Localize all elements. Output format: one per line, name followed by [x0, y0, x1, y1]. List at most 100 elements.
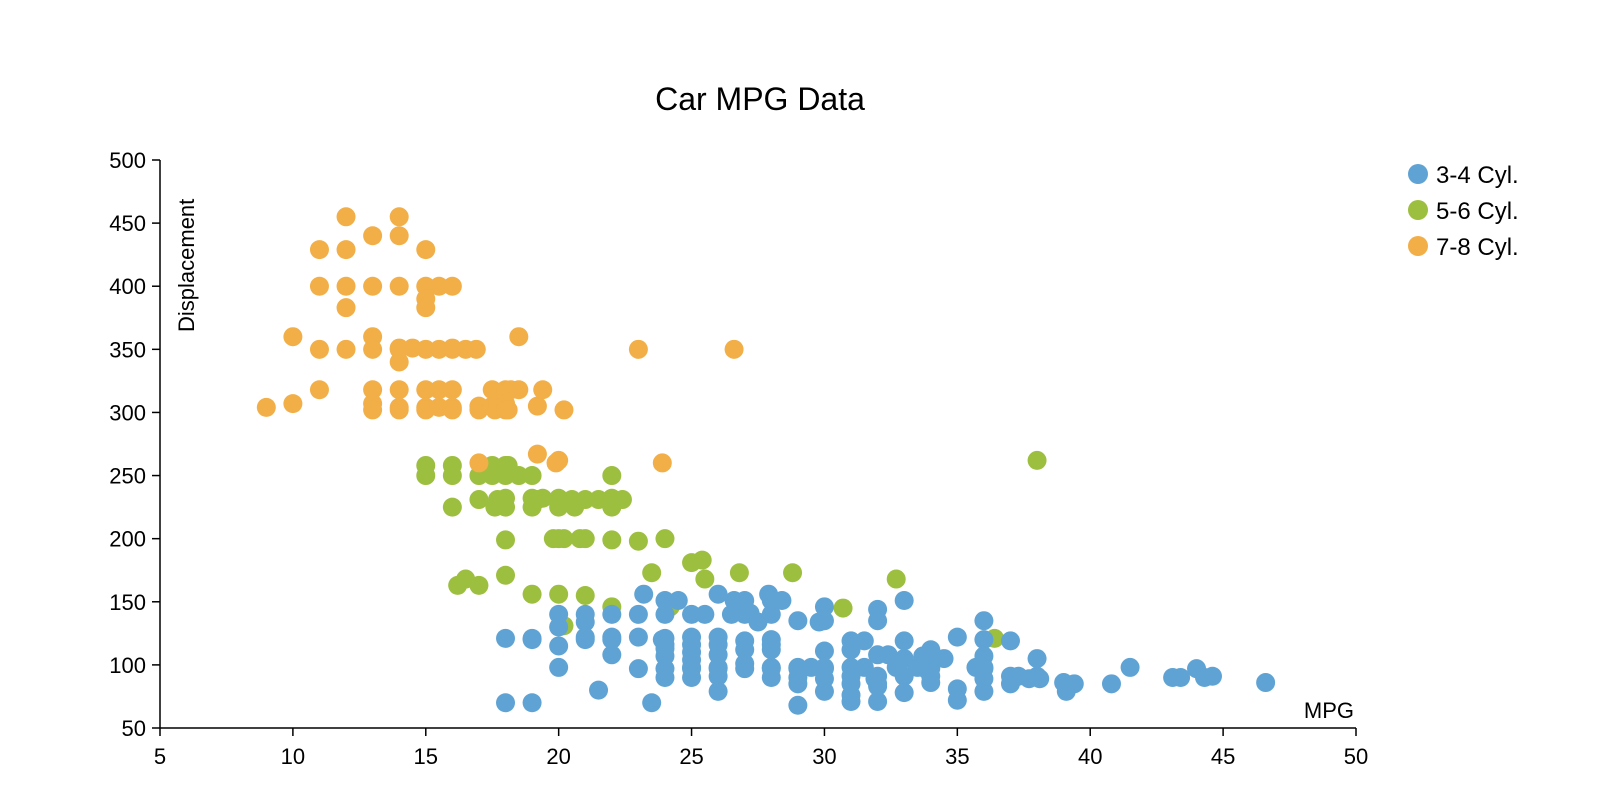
data-point-7-8-cyl	[256, 397, 276, 417]
data-point-5-6-cyl	[575, 529, 595, 549]
data-point-3-4-cyl	[735, 659, 755, 679]
x-tick-label: 5	[154, 744, 166, 769]
y-tick-label: 350	[109, 337, 146, 362]
data-point-3-4-cyl	[761, 604, 781, 624]
axes: 5 10 15 20 25 30 35 40 45 50 50 100 150 200 250 300 350 4…	[109, 148, 1368, 769]
data-point-3-4-cyl	[761, 668, 781, 688]
data-point-3-4-cyl	[841, 691, 861, 711]
data-point-7-8-cyl	[724, 339, 744, 359]
data-point-5-6-cyl	[496, 497, 516, 517]
chart-title: Car MPG Data	[655, 81, 865, 117]
data-point-5-6-cyl	[416, 455, 436, 475]
data-point-7-8-cyl	[336, 298, 356, 318]
y-axis-title: Displacement	[174, 199, 199, 332]
data-point-3-4-cyl	[522, 693, 542, 713]
data-point-7-8-cyl	[416, 380, 436, 400]
data-point-7-8-cyl	[389, 380, 409, 400]
data-point-7-8-cyl	[336, 339, 356, 359]
data-point-3-4-cyl	[575, 612, 595, 632]
data-point-3-4-cyl	[1202, 666, 1222, 686]
data-point-3-4-cyl	[761, 640, 781, 660]
data-point-3-4-cyl	[708, 666, 728, 686]
data-point-3-4-cyl	[1256, 673, 1276, 693]
data-point-5-6-cyl	[833, 598, 853, 618]
y-tick-label: 150	[109, 590, 146, 615]
data-point-5-6-cyl	[692, 550, 712, 570]
x-tick-label: 35	[945, 744, 969, 769]
data-point-3-4-cyl	[549, 657, 569, 677]
data-point-3-4-cyl	[602, 604, 622, 624]
data-point-3-4-cyl	[974, 630, 994, 650]
x-axis-title: MPG	[1304, 698, 1354, 723]
data-point-7-8-cyl	[416, 240, 436, 260]
data-point-3-4-cyl	[628, 659, 648, 679]
data-point-3-4-cyl	[894, 683, 914, 703]
data-point-7-8-cyl	[628, 339, 648, 359]
x-tick-label: 25	[679, 744, 703, 769]
y-tick-label: 450	[109, 211, 146, 236]
data-point-5-6-cyl	[1027, 450, 1047, 470]
y-tick-label: 50	[122, 716, 146, 741]
data-point-5-6-cyl	[496, 565, 516, 585]
data-point-5-6-cyl	[575, 585, 595, 605]
data-point-7-8-cyl	[549, 450, 569, 470]
data-point-3-4-cyl	[1027, 649, 1047, 669]
data-point-7-8-cyl	[309, 339, 329, 359]
y-tick-label: 500	[109, 148, 146, 173]
data-point-7-8-cyl	[533, 380, 553, 400]
data-point-3-4-cyl	[854, 631, 874, 651]
data-point-3-4-cyl	[602, 645, 622, 665]
data-point-7-8-cyl	[363, 339, 383, 359]
x-tick-label: 40	[1078, 744, 1102, 769]
data-point-7-8-cyl	[652, 453, 672, 473]
data-point-5-6-cyl	[602, 530, 622, 550]
y-tick-label: 400	[109, 274, 146, 299]
data-point-7-8-cyl	[363, 276, 383, 296]
data-point-5-6-cyl	[442, 466, 462, 486]
x-tick-label: 15	[414, 744, 438, 769]
data-point-5-6-cyl	[612, 490, 632, 510]
data-point-7-8-cyl	[442, 380, 462, 400]
data-point-3-4-cyl	[868, 676, 888, 696]
data-point-7-8-cyl	[429, 380, 449, 400]
data-point-3-4-cyl	[772, 591, 792, 611]
data-point-7-8-cyl	[416, 339, 436, 359]
data-point-3-4-cyl	[814, 641, 834, 661]
data-point-3-4-cyl	[974, 681, 994, 701]
data-point-3-4-cyl	[682, 668, 702, 688]
data-point-3-4-cyl	[575, 627, 595, 647]
data-point-3-4-cyl	[655, 591, 675, 611]
data-point-7-8-cyl	[498, 400, 518, 420]
y-tick-label: 200	[109, 527, 146, 552]
data-point-3-4-cyl	[947, 690, 967, 710]
legend: 3-4 Cyl. 5-6 Cyl. 7-8 Cyl.	[1408, 162, 1519, 261]
data-point-3-4-cyl	[589, 680, 609, 700]
data-point-3-4-cyl	[522, 630, 542, 650]
data-point-5-6-cyl	[783, 563, 803, 583]
data-point-5-6-cyl	[695, 569, 715, 589]
data-point-7-8-cyl	[389, 352, 409, 372]
data-point-3-4-cyl	[496, 628, 516, 648]
data-point-3-4-cyl	[1030, 669, 1050, 689]
data-point-3-4-cyl	[549, 617, 569, 637]
legend-label-3-4-cyl: 3-4 Cyl.	[1436, 162, 1519, 189]
data-point-5-6-cyl	[642, 563, 662, 583]
data-point-3-4-cyl	[735, 640, 755, 660]
data-point-7-8-cyl	[554, 400, 574, 420]
data-point-7-8-cyl	[363, 400, 383, 420]
data-point-7-8-cyl	[466, 339, 486, 359]
data-point-5-6-cyl	[442, 497, 462, 517]
data-point-7-8-cyl	[389, 207, 409, 227]
data-point-7-8-cyl	[389, 276, 409, 296]
data-point-7-8-cyl	[336, 276, 356, 296]
data-point-3-4-cyl	[668, 591, 688, 611]
data-point-7-8-cyl	[389, 226, 409, 246]
x-tick-label: 45	[1211, 744, 1235, 769]
data-point-7-8-cyl	[509, 327, 529, 347]
legend-marker-7-8-cyl	[1408, 236, 1428, 256]
data-point-3-4-cyl	[496, 693, 516, 713]
data-point-5-6-cyl	[469, 575, 489, 595]
data-point-5-6-cyl	[549, 584, 569, 604]
